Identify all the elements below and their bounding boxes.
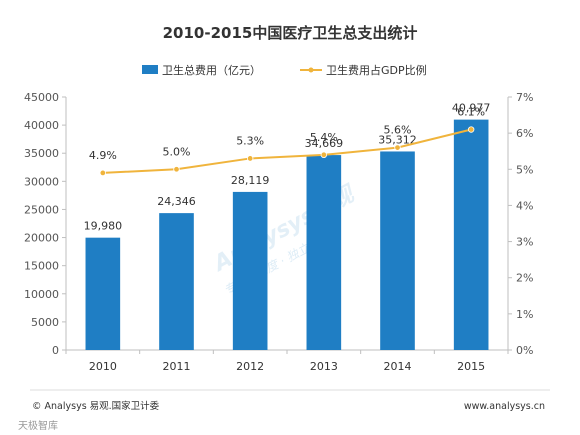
- line-point: [320, 151, 328, 159]
- bar-value-label: 35,312: [378, 133, 417, 146]
- x-tick-label: 2015: [457, 360, 485, 373]
- line-value-label: 5.3%: [236, 134, 264, 147]
- x-tick-label: 2012: [236, 360, 264, 373]
- line-point: [394, 144, 401, 151]
- line-point: [173, 166, 180, 173]
- y2-tick-label: 3%: [516, 236, 533, 249]
- footer-source: © Analysys 易观.国家卫计委: [32, 400, 160, 412]
- line-series: [99, 126, 475, 177]
- legend-swatch-marker: [308, 67, 314, 73]
- bar-value-labels: 19,980 24,346 28,119 34,669 35,312 40,977: [84, 102, 491, 233]
- legend: 卫生总费用（亿元） 卫生费用占GDP比例: [142, 63, 427, 77]
- y-tick-label: 35000: [24, 147, 59, 160]
- y-tick-label: 10000: [24, 288, 59, 301]
- y-tick-label: 25000: [24, 203, 59, 216]
- bar-value-label: 24,346: [157, 195, 196, 208]
- y-tick-label: 45000: [24, 91, 59, 104]
- y2-tick-label: 5%: [516, 163, 533, 176]
- bar: [159, 213, 194, 350]
- bar-value-label: 19,980: [84, 220, 123, 233]
- y-tick-label: 15000: [24, 260, 59, 273]
- x-tick-label: 2014: [384, 360, 412, 373]
- bar-value-label: 28,119: [231, 174, 270, 187]
- footer-url: www.analysys.cn: [464, 401, 545, 412]
- line-value-label: 5.0%: [163, 145, 191, 158]
- y-tick-label: 5000: [31, 316, 59, 329]
- y2-tick-label: 4%: [516, 199, 533, 212]
- x-tick-label: 2013: [310, 360, 338, 373]
- line-value-label: 5.6%: [384, 124, 412, 137]
- chart-title: 2010-2015中国医疗卫生总支出统计: [163, 24, 418, 42]
- line-value-label: 6.1%: [457, 106, 485, 119]
- y2-tick-label: 7%: [516, 91, 533, 104]
- legend-label-bar: 卫生总费用（亿元）: [162, 63, 261, 77]
- watermark-corner: 天极智库: [18, 419, 58, 432]
- y2-tick-label: 6%: [516, 127, 533, 140]
- bar: [306, 155, 342, 350]
- bar: [232, 191, 268, 350]
- y2-tick-label: 1%: [516, 308, 533, 321]
- bar: [453, 119, 489, 351]
- line-path: [102, 128, 472, 174]
- line-value-label: 5.4%: [310, 131, 338, 144]
- line-point: [246, 155, 254, 162]
- y-tick-label: 0: [52, 344, 59, 357]
- y-tick-label: 30000: [24, 175, 59, 188]
- legend-swatch-bar: [142, 65, 158, 74]
- bar: [85, 237, 121, 350]
- bar-value-label: 40,977: [452, 102, 491, 115]
- x-axis-ticks: 2010 2011 2012 2013 2014 2015: [65, 350, 509, 373]
- bar-series: [85, 119, 489, 351]
- legend-label-line: 卫生费用占GDP比例: [326, 63, 427, 77]
- bar-value-label: 34,669: [305, 137, 344, 150]
- x-tick-label: 2011: [163, 360, 191, 373]
- y2-tick-label: 2%: [516, 272, 533, 285]
- line-point: [467, 126, 475, 133]
- y2-axis-ticks: 0% 1% 2% 3% 4% 5% 6% 7%: [508, 91, 533, 357]
- line-value-labels: 4.9% 5.0% 5.3% 5.4% 5.6% 6.1%: [89, 106, 485, 162]
- y-axis-ticks: 0 5000 10000 15000 20000 25000 30000 35000 40000…: [24, 91, 66, 357]
- line-point: [99, 169, 107, 177]
- x-tick-label: 2010: [89, 360, 117, 373]
- y-tick-label: 20000: [24, 232, 59, 245]
- y2-tick-label: 0%: [516, 344, 533, 357]
- y-tick-label: 40000: [24, 119, 59, 132]
- line-value-label: 4.9%: [89, 149, 117, 162]
- bar: [380, 151, 415, 350]
